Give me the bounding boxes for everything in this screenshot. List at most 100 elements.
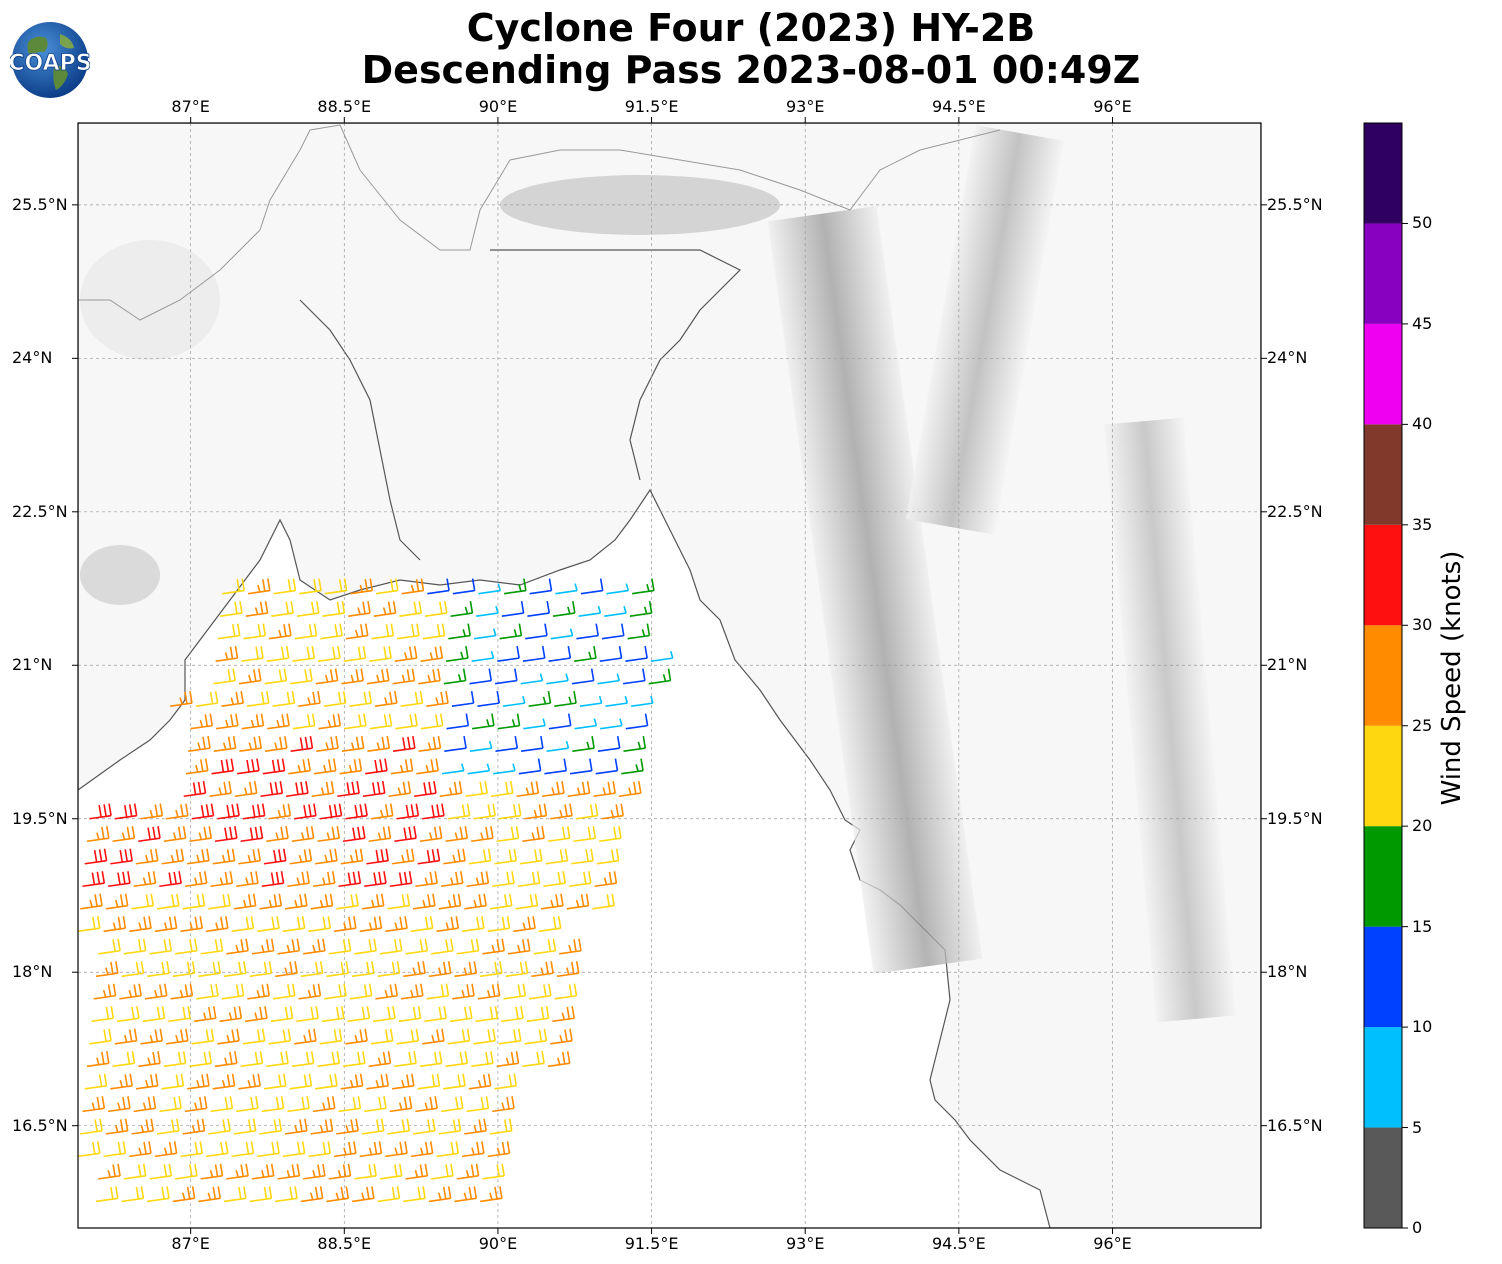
wind-barb	[84, 1073, 108, 1090]
wind-barb	[271, 600, 294, 617]
wind-barb	[497, 645, 520, 662]
wind-barb	[401, 578, 425, 595]
wind-barb	[272, 983, 296, 1000]
wind-barb	[273, 578, 297, 595]
wind-barb	[580, 578, 604, 595]
wind-barb	[338, 1096, 362, 1113]
wind-barb	[441, 763, 465, 775]
wind-barb	[347, 1006, 371, 1023]
wind-barb	[461, 1141, 485, 1158]
wind-barb	[317, 645, 341, 662]
wind-barb	[389, 871, 413, 888]
wind-barb	[275, 961, 298, 978]
wind-barb	[439, 781, 463, 798]
wind-barb	[574, 645, 597, 662]
wind-barb	[396, 1028, 420, 1045]
wind-barb	[443, 1073, 466, 1090]
colorbar-tick-label: 25	[1412, 715, 1433, 735]
wind-barb	[342, 1051, 366, 1068]
terrain-ridge-chin	[905, 125, 1065, 535]
wind-barb	[390, 758, 414, 775]
wind-barb	[340, 1073, 364, 1090]
wind-barb	[140, 803, 164, 820]
wind-barb	[559, 938, 582, 955]
wind-barb	[257, 916, 280, 933]
wind-barb	[165, 1028, 189, 1045]
wind-barb	[198, 1186, 222, 1203]
wind-barb	[170, 691, 193, 707]
wind-barb	[294, 803, 317, 820]
wind-barb	[105, 893, 129, 910]
wind-barb	[349, 983, 373, 1000]
wind-barb	[223, 1186, 247, 1203]
wind-barb	[431, 938, 454, 955]
wind-barb	[182, 1118, 206, 1135]
wind-barb	[292, 713, 316, 730]
wind-barb	[312, 1096, 336, 1113]
lon-tick-label-bottom: 96°E	[1093, 1234, 1132, 1253]
wind-barb	[438, 893, 462, 910]
wind-barb	[548, 713, 572, 730]
map-title-line1: Cyclone Four (2023) HY-2B	[466, 6, 1036, 50]
wind-barb	[464, 893, 487, 910]
wind-barb	[189, 1051, 213, 1068]
wind-barb	[275, 1186, 298, 1203]
wind-barb	[387, 893, 411, 910]
wind-barb	[471, 650, 495, 662]
wind-barb	[328, 938, 352, 955]
wind-barb	[524, 803, 548, 820]
wind-barb	[159, 1096, 182, 1113]
wind-barb	[501, 600, 525, 617]
wind-barb	[440, 1096, 464, 1113]
wind-barb	[303, 938, 326, 955]
wind-barb	[184, 871, 208, 888]
wind-barb	[191, 803, 215, 820]
wind-barb	[174, 1163, 198, 1180]
wind-barb	[231, 1141, 255, 1158]
wind-barb	[369, 713, 393, 730]
wind-barb	[238, 848, 261, 865]
map-frame	[77, 122, 1262, 1229]
wind-barb	[546, 740, 570, 753]
wind-barb	[168, 1006, 191, 1023]
wind-barb	[418, 668, 441, 685]
wind-barb	[317, 826, 341, 843]
wind-barb	[456, 938, 480, 955]
wind-barb	[494, 1073, 518, 1090]
colorbar-segment	[1364, 123, 1402, 224]
wind-barb	[328, 1163, 352, 1180]
wind-barb	[214, 826, 238, 843]
wind-barb	[450, 600, 474, 617]
wind-barb	[418, 736, 442, 753]
wind-barb	[387, 1118, 411, 1135]
wind-barb	[259, 893, 283, 910]
wind-barb	[84, 848, 108, 865]
wind-barb	[489, 1118, 513, 1135]
wind-barb	[405, 938, 429, 955]
wind-barb	[266, 826, 289, 843]
wind-barb	[170, 983, 194, 1000]
wind-barb	[98, 938, 121, 955]
wind-barb	[222, 578, 245, 595]
wind-barb	[497, 713, 521, 730]
wind-barb	[446, 713, 470, 730]
colorbar-segment	[1364, 424, 1402, 525]
wind-barb	[370, 803, 394, 820]
wind-barb	[333, 916, 357, 933]
wind-barb	[448, 623, 471, 640]
wind-barb	[78, 1141, 101, 1158]
wind-barb	[415, 871, 438, 888]
lon-tick-label-top: 87°E	[171, 97, 210, 116]
lat-tick-label-right: 22.5°N	[1267, 501, 1323, 521]
wind-barb	[396, 803, 420, 820]
wind-barb	[267, 713, 290, 730]
wind-barb	[605, 695, 629, 707]
wind-barb	[322, 600, 346, 617]
wind-barb	[385, 916, 408, 933]
wind-barb	[308, 916, 332, 933]
wind-barb	[123, 938, 147, 955]
lon-tick-label-top: 94.5°E	[931, 97, 986, 116]
wind-barb	[231, 916, 255, 933]
lon-tick-label-bottom: 93°E	[785, 1234, 825, 1253]
wind-barb	[599, 645, 623, 662]
